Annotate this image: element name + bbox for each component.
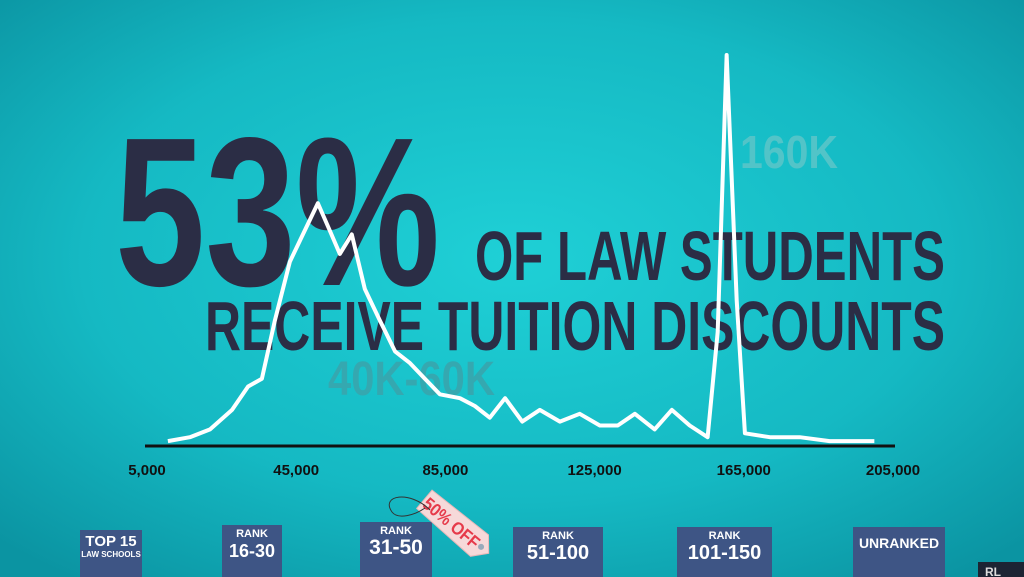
rank-top: TOP 15 <box>85 533 136 550</box>
corner-box <box>978 562 1024 577</box>
headline-big: 53% <box>115 93 440 330</box>
rank-top: RANK <box>709 530 741 542</box>
rank-badge <box>677 527 772 577</box>
rank-bottom: 101-150 <box>688 542 761 564</box>
rank-badge <box>360 522 432 577</box>
rank-bottom: 51-100 <box>527 542 589 564</box>
rank-top: UNRANKED <box>859 535 939 551</box>
x-tick-label: 5,000 <box>128 462 166 479</box>
marks <box>167 53 875 444</box>
tag-hole <box>478 543 485 550</box>
rank-badge <box>80 530 142 577</box>
rank-badge <box>513 527 603 577</box>
annotation: 40K-60K <box>328 353 495 406</box>
tag-shape <box>415 489 490 557</box>
line <box>167 53 875 444</box>
rank-top: RANK <box>236 528 268 540</box>
headline: OF LAW STUDENTS <box>475 217 945 295</box>
rank-bottom: 16-30 <box>229 541 275 561</box>
annotation: 160K <box>740 126 838 178</box>
x-tick-label: 165,000 <box>717 462 771 479</box>
x-tick-label: 85,000 <box>422 462 468 479</box>
rank-top: RANK <box>380 525 412 537</box>
x-tick-label: 125,000 <box>567 462 621 479</box>
tag-string <box>388 496 431 517</box>
rank-bottom: LAW SCHOOLS <box>81 550 141 559</box>
rank-bottom: 31-50 <box>369 536 423 559</box>
x-tick-label: 45,000 <box>273 462 319 479</box>
rank-badge <box>222 525 282 577</box>
rank-badge <box>853 527 945 577</box>
rank-top: RANK <box>542 530 574 542</box>
headline: RECEIVE TUITION DISCOUNTS <box>205 287 945 365</box>
corner-text: RL <box>985 565 1001 577</box>
x-tick-label: 205,000 <box>866 462 920 479</box>
